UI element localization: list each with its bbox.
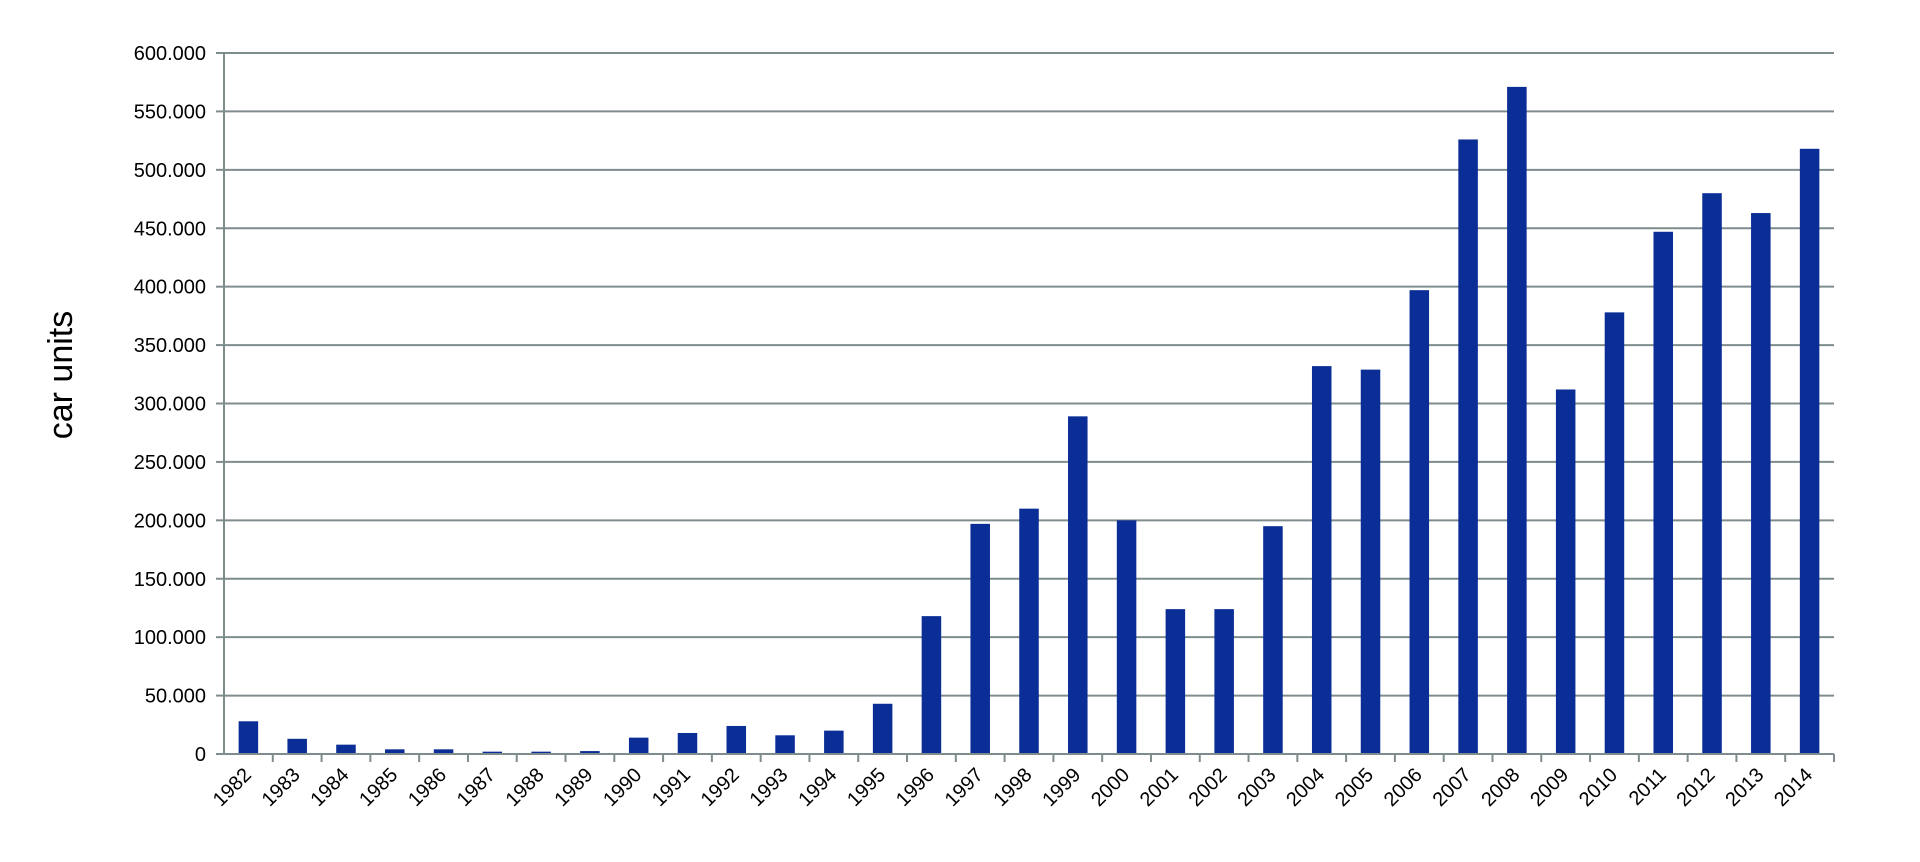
x-tick-label: 2001 bbox=[1136, 764, 1183, 811]
y-tick-label: 200.000 bbox=[134, 510, 206, 532]
bar-2011 bbox=[1653, 231, 1673, 754]
x-tick-label: 2000 bbox=[1087, 764, 1134, 811]
bar-2006 bbox=[1409, 290, 1430, 754]
x-tick-label: 1993 bbox=[746, 764, 793, 811]
y-tick-label: 300.000 bbox=[134, 394, 206, 416]
y-tick-label: 50.000 bbox=[145, 686, 206, 708]
bar-1996 bbox=[921, 616, 942, 754]
x-tick-label: 1991 bbox=[648, 764, 695, 811]
y-tick-label: 100.000 bbox=[134, 627, 206, 649]
bar-1982 bbox=[238, 721, 259, 754]
x-tick-label: 1996 bbox=[892, 764, 939, 811]
bar-1998 bbox=[1019, 508, 1039, 754]
bar-2002 bbox=[1214, 609, 1234, 754]
x-tick-label: 2009 bbox=[1526, 764, 1573, 811]
bar-2013 bbox=[1751, 213, 1771, 755]
x-tick-label: 1988 bbox=[502, 764, 549, 811]
gridlines bbox=[224, 52, 1834, 697]
bar-1995 bbox=[872, 703, 893, 754]
x-tick-label: 2002 bbox=[1185, 764, 1232, 811]
bar-2005 bbox=[1360, 369, 1381, 754]
bar-1985 bbox=[385, 749, 405, 754]
x-tick-label: 1990 bbox=[599, 764, 646, 811]
bar-2003 bbox=[1263, 526, 1283, 754]
bar-2000 bbox=[1116, 520, 1137, 754]
x-tick-label: 2014 bbox=[1770, 764, 1817, 811]
x-tick-label: 2011 bbox=[1625, 764, 1671, 810]
x-tick-label: 1998 bbox=[990, 764, 1037, 811]
x-tick-label: 1997 bbox=[941, 764, 988, 811]
bar-2001 bbox=[1165, 609, 1186, 754]
bar-2008 bbox=[1507, 86, 1527, 755]
y-tick-label: 400.000 bbox=[134, 277, 206, 299]
bar-1991 bbox=[677, 732, 698, 754]
y-tick-label: 550.000 bbox=[134, 101, 206, 123]
x-tick-label: 1992 bbox=[697, 764, 744, 811]
x-tick-label: 2008 bbox=[1477, 764, 1524, 811]
x-tick-label: 2010 bbox=[1575, 764, 1622, 811]
y-axis-title: car units bbox=[42, 311, 80, 440]
x-tick-label: 1984 bbox=[306, 764, 353, 811]
bar-1994 bbox=[824, 730, 844, 754]
bar-2010 bbox=[1604, 312, 1625, 754]
x-tick-label: 2012 bbox=[1673, 764, 1720, 811]
bar-1987 bbox=[482, 751, 503, 754]
bar-1990 bbox=[628, 737, 649, 754]
y-tick-label: 600.000 bbox=[134, 43, 206, 65]
y-tick-labels: 0 50.000 100.000 150.000 200.000 250.000 300.0… bbox=[134, 43, 206, 766]
bar-1997 bbox=[970, 523, 990, 754]
y-tick-label: 0 bbox=[195, 744, 206, 766]
x-tick-label: 1987 bbox=[453, 764, 500, 811]
bar-2007 bbox=[1458, 139, 1478, 754]
x-tick-labels: 1982 1983 1984 1985 1986 1987 1988 1989 1990 1991… bbox=[209, 764, 1817, 811]
bar-1988 bbox=[531, 751, 551, 754]
bar-1983 bbox=[287, 738, 307, 754]
bar-2012 bbox=[1702, 193, 1722, 754]
x-tick-label: 1983 bbox=[258, 764, 305, 811]
bars bbox=[238, 86, 1820, 755]
y-tick-label: 250.000 bbox=[134, 452, 206, 474]
bar-2014 bbox=[1799, 148, 1820, 754]
y-tick-label: 450.000 bbox=[134, 218, 206, 240]
x-tick-label: 2003 bbox=[1233, 764, 1280, 811]
bar-2004 bbox=[1311, 366, 1332, 754]
x-tick-label: 1989 bbox=[550, 764, 597, 811]
x-tick-label: 1985 bbox=[355, 764, 402, 811]
x-tick-label: 2004 bbox=[1282, 764, 1329, 811]
x-tick-label: 1994 bbox=[794, 764, 841, 811]
y-tick-label: 150.000 bbox=[134, 569, 206, 591]
bar-1986 bbox=[433, 749, 454, 754]
bar-1993 bbox=[775, 735, 795, 754]
x-tick-label: 1982 bbox=[209, 764, 256, 811]
x-tick-label: 1999 bbox=[1038, 764, 1085, 811]
x-tick-label: 2006 bbox=[1380, 764, 1427, 811]
x-tick-label: 2013 bbox=[1721, 764, 1768, 811]
bar-1999 bbox=[1068, 416, 1088, 754]
y-tick-label: 500.000 bbox=[134, 160, 206, 182]
x-tick-label: 1986 bbox=[404, 764, 451, 811]
bar-1984 bbox=[336, 744, 356, 754]
bar-1992 bbox=[726, 725, 747, 754]
axes bbox=[216, 52, 1835, 762]
y-tick-label: 350.000 bbox=[134, 335, 206, 357]
bar-1989 bbox=[580, 751, 600, 754]
x-tick-label: 2005 bbox=[1331, 764, 1378, 811]
x-tick-label: 1995 bbox=[843, 764, 890, 811]
x-tick-label: 2007 bbox=[1429, 764, 1476, 811]
bar-2009 bbox=[1555, 389, 1576, 754]
